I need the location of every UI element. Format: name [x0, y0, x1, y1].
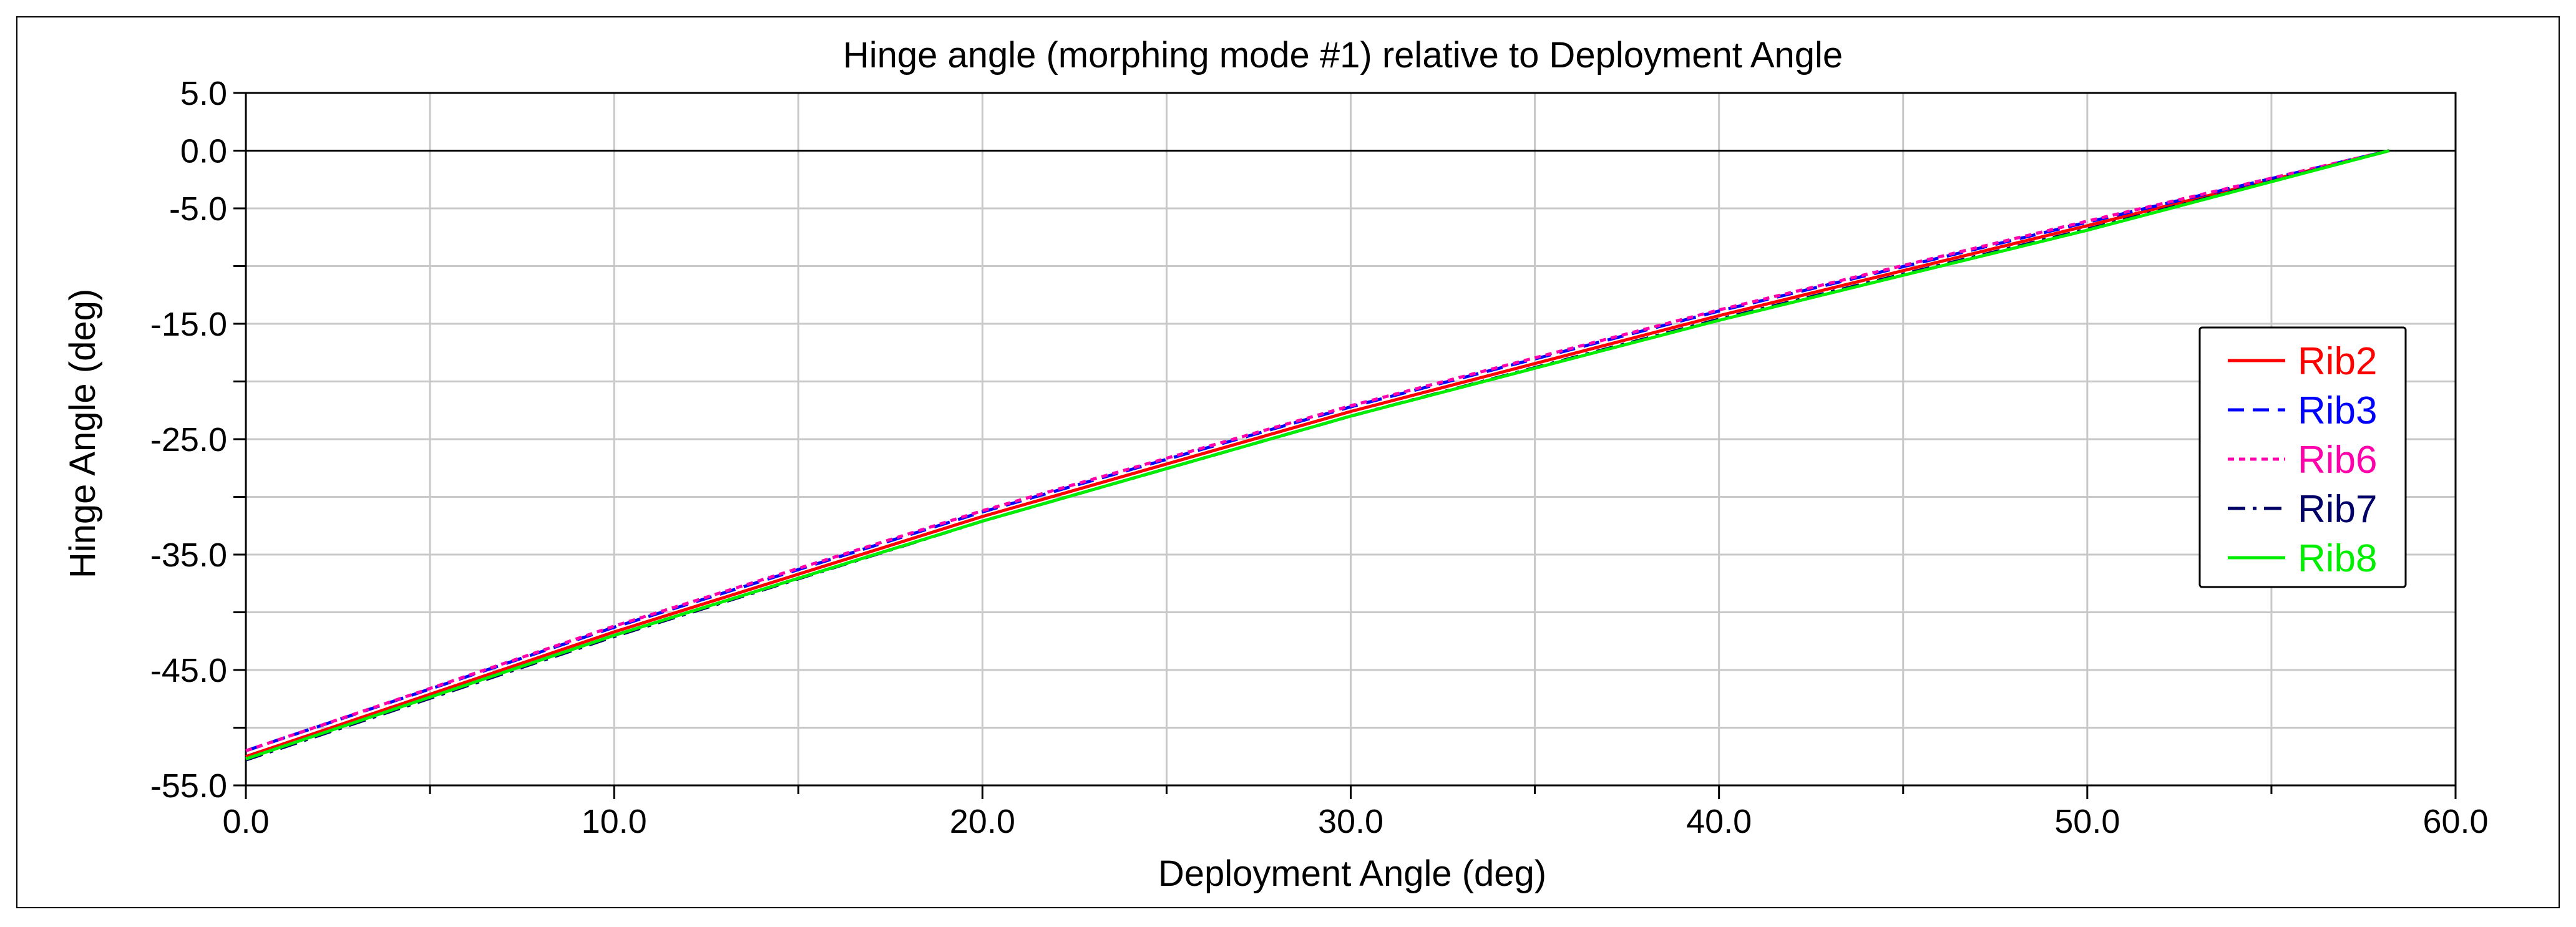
legend: Rib2 Rib3 Rib6 Rib7 Rib8 — [2198, 326, 2407, 588]
grid-lines — [246, 93, 2456, 785]
legend-label-rib6: Rib6 — [2298, 439, 2378, 482]
y-tick-label: -15.0 — [150, 306, 227, 343]
x-tick-label: 10.0 — [582, 803, 647, 840]
y-axis-label: Hinge Angle (deg) — [62, 289, 103, 578]
legend-label-rib3: Rib3 — [2298, 389, 2378, 432]
y-tick-label: -45.0 — [150, 652, 227, 689]
y-tick-label: -25.0 — [150, 421, 227, 459]
x-axis-label: Deployment Angle (deg) — [1158, 853, 1546, 894]
series-line-rib3 — [245, 149, 2390, 752]
y-tick-label: -5.0 — [169, 190, 227, 228]
legend-label-rib7: Rib7 — [2298, 488, 2378, 531]
x-tick-label: 60.0 — [2422, 803, 2488, 840]
series-line-rib8 — [245, 149, 2390, 760]
y-tick-label: -35.0 — [150, 536, 227, 574]
x-tick-label: 20.0 — [950, 803, 1015, 840]
axis-ticks: 0.0 10.0 20.0 30.0 40.0 50.0 60.0 5.0 0.0 -5.0 -15… — [150, 75, 2489, 840]
x-tick-label: 0.0 — [222, 803, 269, 840]
y-tick-label: 0.0 — [180, 133, 227, 170]
legend-label-rib8: Rib8 — [2298, 537, 2378, 580]
series-line-rib6 — [245, 149, 2390, 752]
x-tick-label: 30.0 — [1318, 803, 1383, 840]
y-tick-label: 5.0 — [180, 75, 227, 112]
legend-box — [2198, 326, 2407, 588]
data-series — [245, 149, 2390, 762]
chart-frame — [16, 16, 2560, 908]
x-tick-label: 40.0 — [1686, 803, 1752, 840]
x-tick-label: 50.0 — [2054, 803, 2120, 840]
series-line-rib7 — [245, 149, 2390, 762]
legend-label-rib2: Rib2 — [2298, 340, 2378, 383]
series-line-rib2 — [245, 149, 2390, 759]
legend-entries: Rib2 Rib3 Rib6 Rib7 Rib8 — [2228, 340, 2378, 580]
y-tick-label: -55.0 — [150, 767, 227, 805]
chart-title: Hinge angle (morphing mode #1) relative … — [843, 35, 1843, 75]
